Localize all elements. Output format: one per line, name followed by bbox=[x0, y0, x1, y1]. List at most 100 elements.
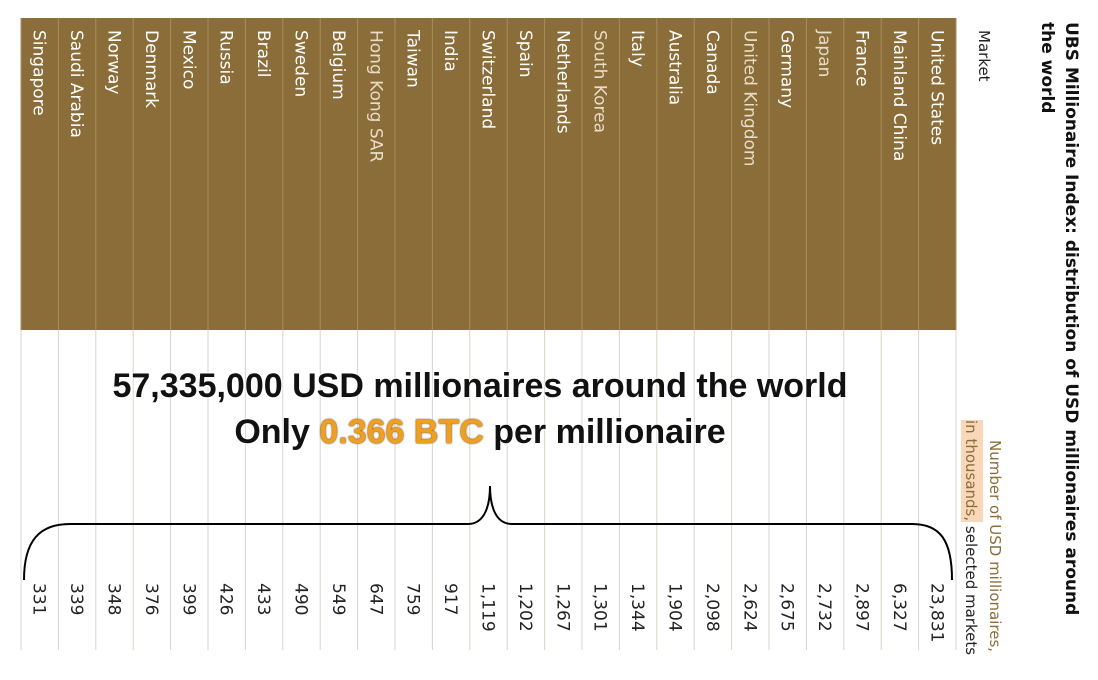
value-label-group: 917 bbox=[440, 583, 460, 615]
value-label-group: 759 bbox=[403, 583, 423, 615]
market-label: Switzerland bbox=[478, 30, 498, 129]
value-label-group: 647 bbox=[365, 583, 385, 615]
market-label: United States bbox=[926, 30, 946, 145]
value-label: 331 bbox=[29, 583, 49, 615]
value-label: 348 bbox=[104, 583, 124, 615]
value-column-header: Number of USD millionaires, in thousands… bbox=[961, 420, 1004, 655]
chart-title: UBS Millionaire Index: distribution of U… bbox=[1037, 22, 1081, 615]
value-label: 2,897 bbox=[852, 583, 872, 632]
market-label: Singapore bbox=[29, 30, 49, 116]
value-label-group: 23,831 bbox=[926, 583, 946, 642]
market-label: Canada bbox=[702, 30, 722, 95]
market-label: Saudi Arabia bbox=[66, 30, 86, 138]
market-label: Australia bbox=[665, 30, 685, 105]
value-label: 1,344 bbox=[627, 583, 647, 632]
market-label-group: Hong Kong SAR bbox=[365, 30, 385, 163]
market-label: Taiwan bbox=[403, 29, 423, 88]
value-label-group: 2,624 bbox=[739, 583, 759, 632]
market-label: France bbox=[852, 30, 872, 87]
market-label: Spain bbox=[515, 30, 535, 78]
value-label: 2,624 bbox=[739, 583, 759, 632]
value-label: 549 bbox=[328, 583, 348, 615]
market-label-group: Denmark bbox=[141, 30, 161, 108]
value-label: 490 bbox=[291, 583, 311, 615]
value-label-group: 339 bbox=[66, 583, 86, 615]
value-label: 426 bbox=[216, 583, 236, 615]
market-label: Mainland China bbox=[889, 30, 909, 161]
headline-prefix: Only bbox=[234, 413, 320, 451]
market-label-group: Netherlands bbox=[552, 30, 572, 134]
value-label-group: 6,327 bbox=[889, 583, 909, 632]
market-label-group: United Kingdom bbox=[739, 30, 759, 166]
market-label: India bbox=[440, 30, 460, 72]
value-label-group: 2,732 bbox=[814, 583, 834, 632]
market-label: Sweden bbox=[291, 30, 311, 97]
value-label-group: 549 bbox=[328, 583, 348, 615]
market-header-text: Market bbox=[975, 30, 993, 82]
market-label-group: Mexico bbox=[178, 30, 198, 89]
value-label-group: 348 bbox=[104, 583, 124, 615]
market-label: Mexico bbox=[178, 30, 198, 89]
market-labels: United States Mainland China France Japan Ge… bbox=[29, 29, 947, 166]
market-label: Brazil bbox=[253, 30, 273, 77]
market-label-group: Taiwan bbox=[403, 29, 423, 88]
market-label: South Korea bbox=[590, 30, 610, 133]
chart-title-line2: the world bbox=[1037, 22, 1057, 113]
value-label: 6,327 bbox=[889, 583, 909, 632]
value-label: 647 bbox=[365, 583, 385, 615]
value-label-group: 331 bbox=[29, 583, 49, 615]
market-label: Netherlands bbox=[552, 30, 572, 134]
value-label: 917 bbox=[440, 583, 460, 615]
market-label-group: Brazil bbox=[253, 30, 273, 77]
market-label-group: Japan bbox=[814, 29, 834, 77]
value-header-line2: in thousands, selected markets bbox=[962, 420, 980, 655]
headline-millionaires-total: 57,335,000 USD millionaires around the w… bbox=[112, 367, 848, 405]
value-label: 23,831 bbox=[926, 583, 946, 642]
market-label: Italy bbox=[627, 30, 647, 67]
market-label: Norway bbox=[104, 30, 124, 95]
market-column-header: Market bbox=[975, 30, 993, 82]
value-label-group: 2,098 bbox=[702, 583, 722, 632]
market-label-group: Russia bbox=[216, 30, 236, 85]
market-label: Russia bbox=[216, 30, 236, 85]
value-label-group: 1,202 bbox=[515, 583, 535, 632]
value-labels: 23,831 6,327 2,897 2,732 2,675 2,624 2,098 1,90… bbox=[29, 583, 947, 642]
value-label: 2,732 bbox=[814, 583, 834, 632]
value-label: 2,675 bbox=[777, 583, 797, 632]
market-label: Belgium bbox=[328, 30, 348, 100]
market-label: United Kingdom bbox=[739, 30, 759, 166]
value-label: 1,301 bbox=[590, 583, 610, 632]
value-header-highlighted-part: in thousands, bbox=[962, 420, 980, 521]
market-label-group: Mainland China bbox=[889, 30, 909, 161]
headline-suffix: per millionaire bbox=[483, 413, 726, 451]
value-label: 1,202 bbox=[515, 583, 535, 632]
value-label-group: 1,267 bbox=[552, 583, 572, 632]
market-label-group: Italy bbox=[627, 30, 647, 67]
market-label-group: Germany bbox=[777, 30, 797, 108]
market-label-group: Canada bbox=[702, 30, 722, 95]
market-label-group: Singapore bbox=[29, 30, 49, 116]
headline-btc-per-millionaire: Only 0.366 BTC per millionaire bbox=[40, 412, 920, 452]
curly-brace bbox=[23, 485, 953, 581]
value-label-group: 2,897 bbox=[852, 583, 872, 632]
header-band bbox=[20, 18, 957, 330]
value-label: 2,098 bbox=[702, 583, 722, 632]
value-label: 339 bbox=[66, 583, 86, 615]
market-label-group: France bbox=[852, 30, 872, 87]
market-label-group: Spain bbox=[515, 30, 535, 78]
value-label: 759 bbox=[403, 583, 423, 615]
market-label: Japan bbox=[814, 29, 834, 77]
btc-highlight: 0.366 BTC bbox=[319, 413, 484, 451]
value-label-group: 1,119 bbox=[478, 583, 498, 632]
chart-title-line1: UBS Millionaire Index: distribution of U… bbox=[1061, 22, 1081, 615]
value-label-group: 426 bbox=[216, 583, 236, 615]
value-label-group: 1,344 bbox=[627, 583, 647, 632]
value-label: 1,904 bbox=[665, 583, 685, 632]
market-label-group: Sweden bbox=[291, 30, 311, 97]
value-label-group: 490 bbox=[291, 583, 311, 615]
market-label: Germany bbox=[777, 30, 797, 108]
value-label-group: 433 bbox=[253, 583, 273, 615]
value-label: 433 bbox=[253, 583, 273, 615]
value-label-group: 2,675 bbox=[777, 583, 797, 632]
